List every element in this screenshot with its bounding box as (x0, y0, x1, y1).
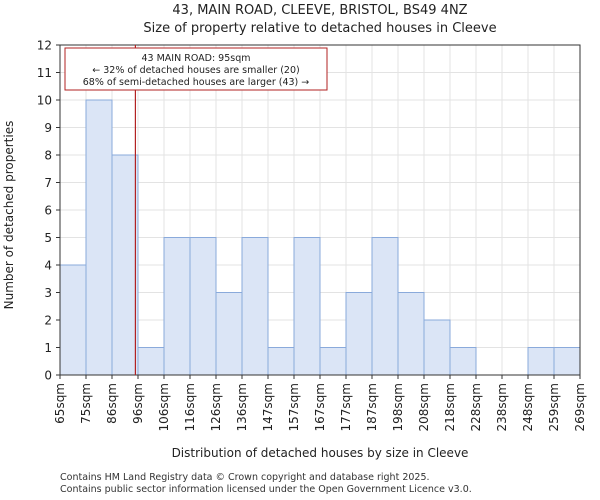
x-tick-label-75sqm: 75sqm (79, 383, 93, 424)
x-tick-label-177sqm: 177sqm (339, 383, 353, 431)
histogram-bar-75sqm (85, 99, 113, 376)
y-tick-label: 10 (37, 94, 52, 108)
histogram-bar-136sqm (241, 237, 269, 376)
histogram-bar-86sqm (111, 154, 139, 376)
x-tick-label-208sqm: 208sqm (417, 383, 431, 431)
y-tick-label: 9 (44, 121, 52, 135)
x-tick-label-116sqm: 116sqm (183, 383, 197, 431)
x-tick-label-238sqm: 238sqm (495, 383, 509, 431)
y-tick-label: 6 (44, 204, 52, 218)
histogram-bar-248sqm (527, 347, 555, 376)
x-tick-label-157sqm: 157sqm (287, 383, 301, 431)
histogram-bar-106sqm (163, 237, 191, 376)
chart-title-line1: 43, MAIN ROAD, CLEEVE, BRISTOL, BS49 4NZ (172, 3, 467, 18)
histogram-bar-96sqm (137, 347, 165, 376)
y-tick-label: 5 (44, 231, 52, 245)
x-tick-label-106sqm: 106sqm (157, 383, 171, 431)
y-tick-label: 0 (44, 369, 52, 383)
footer-attribution-line1: Contains HM Land Registry data © Crown c… (60, 472, 430, 483)
histogram-bar-187sqm (371, 237, 399, 376)
histogram-bar-126sqm (215, 292, 243, 376)
histogram-chart: 43, MAIN ROAD, CLEEVE, BRISTOL, BS49 4NZ… (2, 3, 587, 460)
x-tick-label-167sqm: 167sqm (313, 383, 327, 431)
x-tick-label-218sqm: 218sqm (443, 383, 457, 431)
y-tick-label: 1 (44, 341, 52, 355)
histogram-bar-116sqm (189, 237, 217, 376)
x-axis-label: Distribution of detached houses by size … (172, 446, 469, 460)
y-tick-label: 3 (44, 286, 52, 300)
x-tick-label-96sqm: 96sqm (131, 383, 145, 424)
y-tick-label: 4 (44, 259, 52, 273)
histogram-bar-259sqm (553, 347, 581, 376)
histogram-bar-218sqm (449, 347, 477, 376)
x-tick-layer: 65sqm 75sqm 86sqm 96sqm 106sqm 116sqm 126sqm 13… (53, 375, 587, 431)
y-tick-label: 8 (44, 149, 52, 163)
x-tick-label-126sqm: 126sqm (209, 383, 223, 431)
x-tick-label-248sqm: 248sqm (521, 383, 535, 431)
x-tick-label-187sqm: 187sqm (365, 383, 379, 431)
annotation-line3: 68% of semi-detached houses are larger (… (83, 77, 310, 88)
y-axis-label: Number of detached properties (2, 121, 16, 310)
x-tick-label-269sqm: 269sqm (573, 383, 587, 431)
y-tick-label: 11 (37, 66, 52, 80)
histogram-bar-167sqm (319, 347, 347, 376)
marker-annotation: 43 MAIN ROAD: 95sqm ← 32% of detached ho… (64, 47, 328, 91)
histogram-bar-65sqm (59, 264, 87, 376)
footer-attribution-line2: Contains public sector information licen… (60, 484, 472, 495)
x-tick-label-228sqm: 228sqm (469, 383, 483, 431)
histogram-bar-198sqm (397, 292, 425, 376)
y-tick-label: 12 (37, 39, 52, 53)
x-tick-label-259sqm: 259sqm (547, 383, 561, 431)
annotation-line1: 43 MAIN ROAD: 95sqm (142, 53, 251, 64)
y-tick-label: 7 (44, 176, 52, 190)
chart-title-line2: Size of property relative to detached ho… (143, 21, 496, 36)
bars-layer (59, 99, 581, 376)
histogram-bar-157sqm (293, 237, 321, 376)
x-tick-label-65sqm: 65sqm (53, 383, 67, 424)
x-tick-label-147sqm: 147sqm (261, 383, 275, 431)
x-tick-label-198sqm: 198sqm (391, 383, 405, 431)
annotation-line2: ← 32% of detached houses are smaller (20… (92, 65, 299, 76)
histogram-bar-177sqm (345, 292, 373, 376)
x-tick-label-136sqm: 136sqm (235, 383, 249, 431)
histogram-bar-208sqm (423, 319, 451, 376)
annotation-box (64, 47, 328, 91)
histogram-bar-147sqm (267, 347, 295, 376)
y-tick-label: 2 (44, 314, 52, 328)
x-tick-label-86sqm: 86sqm (105, 383, 119, 424)
